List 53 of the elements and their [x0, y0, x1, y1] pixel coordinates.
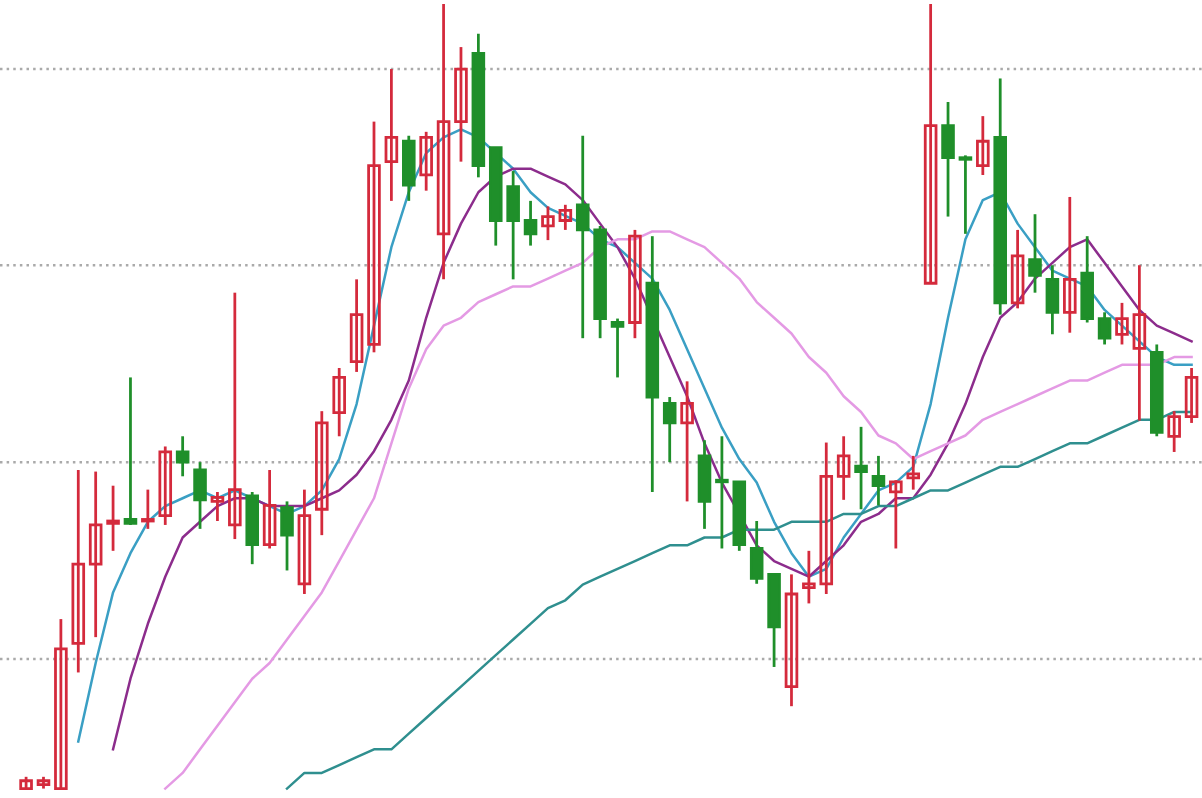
- candlestick: [1063, 195, 1077, 335]
- candlestick: [941, 100, 955, 218]
- candlestick: [349, 277, 364, 374]
- candlestick: [332, 366, 346, 438]
- candlestick: [88, 470, 103, 639]
- candlestick: [889, 478, 903, 550]
- candlestick: [436, 2, 451, 281]
- candlestick: [106, 484, 120, 553]
- candlestick: [871, 454, 886, 507]
- candlestick: [158, 445, 173, 527]
- candlestick: [1167, 409, 1181, 454]
- candlestick: [141, 488, 155, 531]
- candlestick: [210, 490, 225, 523]
- candlestick: [71, 468, 86, 674]
- candlestick: [976, 114, 990, 177]
- candlestick: [749, 519, 764, 586]
- candlestick: [662, 395, 677, 464]
- candlestick: [697, 438, 712, 531]
- candlestick: [923, 2, 938, 285]
- candlestick: [1184, 366, 1199, 425]
- candlestick: [1097, 310, 1112, 346]
- candlestick: [297, 488, 312, 596]
- candlestick: [541, 204, 555, 242]
- candlestick: [315, 409, 329, 537]
- candlestick: [1115, 301, 1129, 346]
- candlestick: [193, 460, 207, 531]
- candlestick: [419, 130, 433, 193]
- candlestick: [715, 434, 729, 550]
- candlestick: [1132, 263, 1147, 422]
- candlestick: [54, 617, 68, 790]
- candlestick: [854, 425, 868, 511]
- candlestick: [906, 454, 921, 492]
- candlestick: [836, 434, 851, 502]
- candlestick: [262, 468, 277, 550]
- candlestick: [1028, 212, 1042, 295]
- candlestick: [175, 434, 190, 478]
- candlestick: [680, 379, 694, 503]
- candlestick: [228, 291, 242, 541]
- candlestick: [402, 134, 416, 203]
- candlestick: [123, 376, 138, 527]
- candlestick: [384, 67, 399, 203]
- candlestick: [1080, 234, 1094, 324]
- candlestick: [958, 153, 973, 236]
- candlestick: [1045, 263, 1060, 336]
- candlestick: [280, 500, 294, 572]
- candlestick: [523, 199, 538, 247]
- candlestick: [454, 45, 468, 164]
- candlestick: [558, 203, 573, 232]
- candlestick: [1010, 228, 1025, 310]
- candlestick: [610, 317, 625, 379]
- candlestick: [367, 120, 381, 354]
- candlestick: [628, 228, 642, 340]
- candlestick: [784, 572, 799, 708]
